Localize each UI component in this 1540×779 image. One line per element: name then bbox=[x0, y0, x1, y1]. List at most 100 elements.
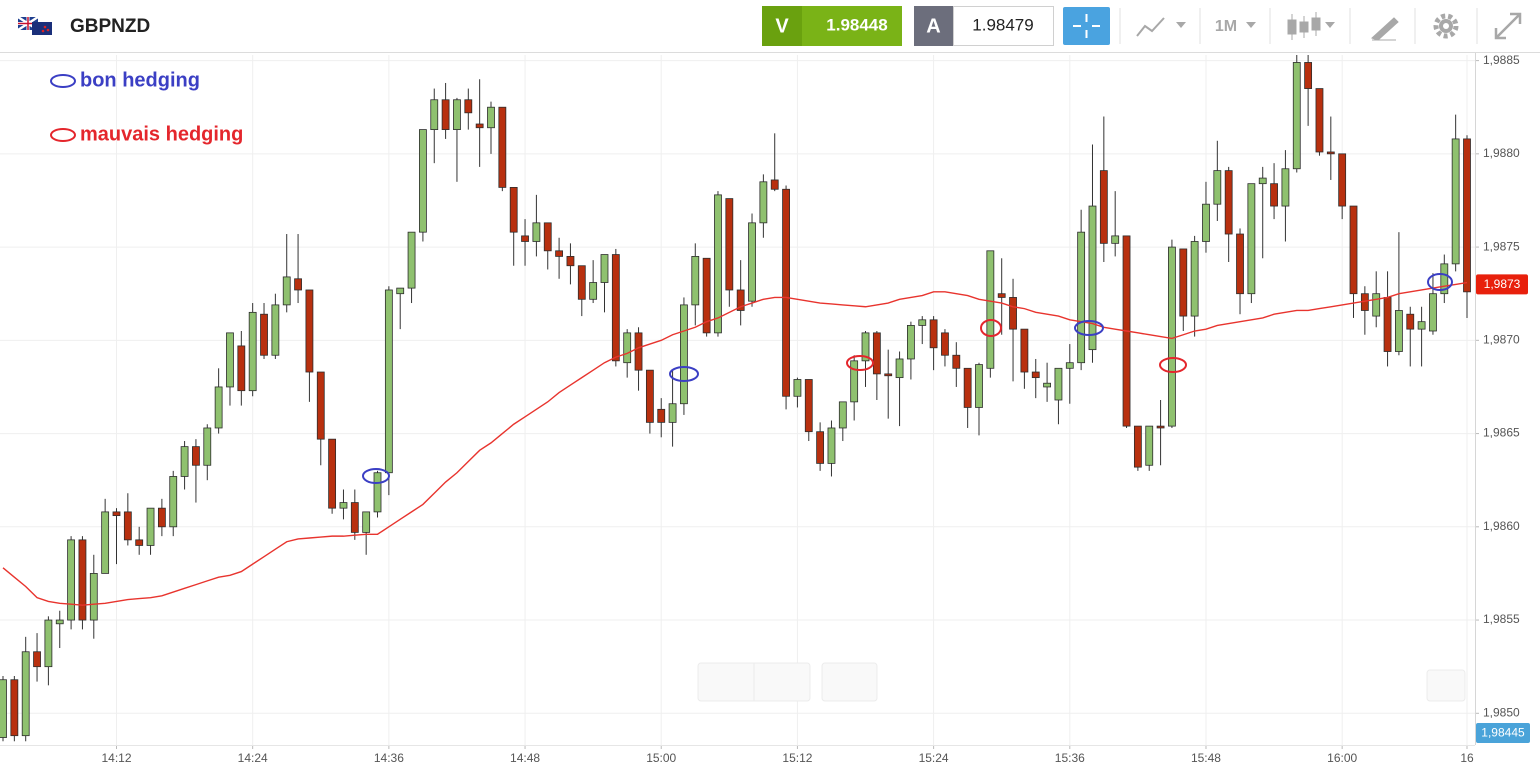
candle-body bbox=[101, 511, 110, 574]
candles-icon[interactable] bbox=[1287, 12, 1321, 40]
candle-body bbox=[1372, 293, 1381, 317]
bid-tag bbox=[1476, 723, 1530, 743]
candle-body bbox=[861, 332, 870, 362]
candle-body bbox=[532, 222, 541, 242]
hedging-markers bbox=[362, 273, 1453, 484]
candle-body bbox=[78, 539, 87, 621]
candle-body bbox=[1383, 297, 1392, 352]
candle-body bbox=[543, 222, 552, 252]
candle-body bbox=[135, 539, 144, 546]
x-tick-label: 14:24 bbox=[238, 751, 268, 765]
candle-body bbox=[736, 289, 745, 311]
hedge-ellipse bbox=[1074, 320, 1104, 336]
sell-label-bg bbox=[762, 6, 802, 46]
candle-body bbox=[1202, 203, 1210, 242]
fullscreen-icon[interactable] bbox=[1494, 12, 1522, 40]
candle-body bbox=[475, 123, 484, 129]
candle-body bbox=[203, 427, 212, 466]
sell-price: 1.98448 bbox=[826, 15, 887, 34]
header: GBPNZD V 1.98448 A 1.98479 1M bbox=[0, 0, 1540, 53]
candle-body bbox=[793, 379, 802, 397]
legend-label: mauvais hedging bbox=[80, 123, 243, 145]
last-price-tag bbox=[1476, 274, 1528, 295]
draw-icon[interactable] bbox=[1371, 17, 1399, 41]
hedge-ellipse bbox=[362, 468, 390, 484]
nav-button[interactable] bbox=[821, 662, 878, 702]
candle-body bbox=[260, 313, 268, 356]
buy-button[interactable] bbox=[914, 6, 953, 46]
candle-body bbox=[929, 319, 938, 349]
candle-body bbox=[1224, 170, 1233, 235]
y-tick-label: 1,9870 bbox=[1483, 332, 1520, 346]
legend-ellipse bbox=[50, 74, 76, 88]
y-tick-label: 1,9885 bbox=[1483, 53, 1520, 67]
dropdown-arrow bbox=[1176, 22, 1186, 28]
dropdown-arrow bbox=[1246, 22, 1256, 28]
candle-body bbox=[1179, 248, 1188, 317]
x-tick-label: 15:00 bbox=[646, 751, 676, 765]
chart-type-icon[interactable] bbox=[1136, 17, 1165, 37]
candle-body bbox=[1440, 263, 1449, 295]
candle-body bbox=[941, 332, 949, 356]
candle-body bbox=[1156, 425, 1165, 429]
candle-body bbox=[1236, 233, 1244, 295]
candle-body bbox=[237, 345, 246, 392]
crosshair-button[interactable] bbox=[1063, 7, 1110, 45]
legend-ellipse bbox=[50, 128, 76, 142]
candle-body bbox=[1190, 241, 1199, 317]
candle-body bbox=[464, 99, 473, 114]
dropdown-arrow bbox=[1325, 22, 1335, 28]
hedge-ellipse bbox=[669, 366, 699, 382]
axis: 1,9850 1,9855 1,9860 1,9865 1,9870 1,9875 1,98… bbox=[101, 53, 1528, 765]
candle-body bbox=[498, 106, 507, 188]
candle-body bbox=[362, 511, 371, 533]
candle-body bbox=[555, 250, 563, 257]
plot bbox=[0, 55, 1471, 742]
nav-button[interactable] bbox=[1426, 669, 1466, 702]
candle-body bbox=[975, 364, 983, 408]
candle-body bbox=[123, 511, 132, 541]
hedge-ellipse bbox=[980, 319, 1002, 337]
candle-body bbox=[248, 311, 257, 392]
candle-body bbox=[782, 188, 790, 397]
candle-body bbox=[1406, 313, 1415, 330]
x-tick-label: 15:24 bbox=[919, 751, 949, 765]
buy-price-box[interactable] bbox=[953, 6, 1054, 46]
candle-body bbox=[1054, 367, 1063, 401]
candle-body bbox=[350, 502, 359, 533]
candle-body bbox=[430, 99, 439, 130]
flag bbox=[17, 15, 52, 35]
candle-body bbox=[305, 289, 314, 373]
candle-body bbox=[1292, 62, 1301, 170]
candle-body bbox=[884, 373, 893, 377]
candle-body bbox=[169, 476, 178, 528]
candle-body bbox=[339, 502, 348, 509]
candle-body bbox=[294, 278, 302, 291]
candle-body bbox=[759, 181, 768, 224]
candle-body bbox=[157, 507, 166, 528]
candle-body bbox=[328, 438, 337, 509]
timeframe[interactable]: 1M bbox=[1215, 18, 1237, 35]
separators bbox=[1119, 8, 1478, 44]
candle-body bbox=[1020, 328, 1029, 373]
candle-body bbox=[589, 282, 598, 300]
candle-body bbox=[396, 287, 405, 295]
candle-body bbox=[1133, 425, 1142, 468]
candle-body bbox=[611, 254, 620, 362]
candle-body bbox=[1168, 246, 1176, 427]
candle-body bbox=[895, 358, 904, 379]
candle-body bbox=[316, 371, 325, 440]
candle-body bbox=[748, 222, 756, 302]
candle-body bbox=[850, 360, 859, 403]
legend: bon hedging mauvais hedging bbox=[50, 69, 243, 145]
candle-body bbox=[872, 332, 881, 375]
settings-icon[interactable] bbox=[1433, 13, 1459, 39]
candle-body bbox=[1065, 362, 1074, 369]
moving-average bbox=[2, 281, 1468, 606]
candle-body bbox=[441, 99, 450, 130]
candle-body bbox=[453, 99, 461, 130]
candle-body bbox=[997, 293, 1006, 298]
crosshair-icon bbox=[1073, 14, 1100, 38]
